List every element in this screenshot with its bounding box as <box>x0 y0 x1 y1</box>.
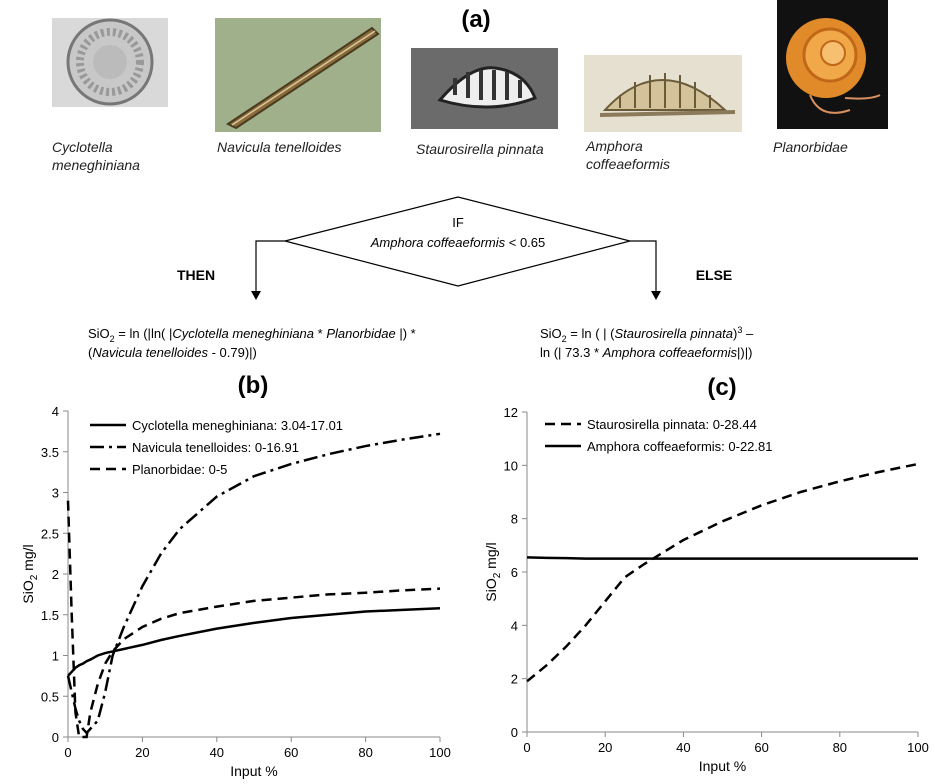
y-axis-label-part: SiO <box>20 580 36 603</box>
then-formula: (Navicula tenelloides - 0.79)|) <box>88 345 257 360</box>
x-tick-label: 40 <box>676 740 690 755</box>
legend-label: Amphora coffeaeformis: 0-22.81 <box>587 439 772 454</box>
species-caption: Navicula tenelloides <box>217 138 387 156</box>
figure-canvas: (a) IF Amphora coffeaeformis < 0.65 THEN <box>0 0 935 784</box>
y-axis-label-part: SiO <box>483 578 499 601</box>
series-line <box>527 557 918 558</box>
chart-title: (c) <box>707 374 736 401</box>
x-axis-label: Input % <box>230 763 277 779</box>
photo-planorbidae <box>777 0 888 129</box>
photo-navicula <box>215 18 381 132</box>
figure: (a) IF Amphora coffeaeformis < 0.65 THEN <box>0 0 935 784</box>
y-tick-label: 1 <box>52 649 59 664</box>
x-tick-label: 60 <box>754 740 768 755</box>
series-line <box>68 434 440 733</box>
y-tick-label: 0.5 <box>41 689 59 704</box>
y-tick-label: 4 <box>511 618 518 633</box>
else-label: ELSE <box>696 267 733 283</box>
x-axis-label: Input % <box>699 758 746 774</box>
photo-staurosirella <box>411 48 558 129</box>
species-caption: Staurosirella pinnata <box>416 140 566 158</box>
y-tick-label: 12 <box>504 405 518 420</box>
chart-title: (b) <box>238 372 269 399</box>
x-tick-label: 80 <box>833 740 847 755</box>
else-formula: ln (| 73.3 * Amphora coffeaeformis|)|) <box>540 345 752 360</box>
photo-cyclotella <box>52 18 168 107</box>
y-axis-label-part: mg/l <box>20 544 36 574</box>
y-tick-label: 2.5 <box>41 526 59 541</box>
y-tick-label: 10 <box>504 458 518 473</box>
y-tick-label: 6 <box>511 565 518 580</box>
y-tick-label: 2 <box>511 672 518 687</box>
y-tick-label: 0 <box>511 725 518 740</box>
photo-amphora <box>584 55 742 132</box>
x-tick-label: 20 <box>135 745 149 760</box>
x-tick-label: 80 <box>358 745 372 760</box>
panel-label: (a) <box>461 6 490 33</box>
x-tick-label: 0 <box>64 745 71 760</box>
y-axis-label: SiO2 mg/l <box>483 542 503 601</box>
y-axis-label-part: mg/l <box>483 542 499 572</box>
series-line <box>68 608 440 676</box>
condition: Amphora coffeaeformis < 0.65 <box>370 235 546 250</box>
x-tick-label: 20 <box>598 740 612 755</box>
x-tick-label: 100 <box>907 740 929 755</box>
y-tick-label: 0 <box>52 730 59 745</box>
x-tick-label: 100 <box>429 745 451 760</box>
species-caption: Amphora coffeaeformis <box>586 137 696 173</box>
series-line <box>527 464 918 681</box>
then-label: THEN <box>177 267 215 283</box>
y-tick-label: 3.5 <box>41 445 59 460</box>
x-tick-label: 60 <box>284 745 298 760</box>
y-tick-label: 8 <box>511 512 518 527</box>
if-label: IF <box>452 215 464 230</box>
legend-label: Staurosirella pinnata: 0-28.44 <box>587 417 757 432</box>
legend-label: Cyclotella meneghiniana: 3.04-17.01 <box>132 418 343 433</box>
then-formula: SiO2 = ln (|ln( |Cyclotella meneghiniana… <box>88 326 416 344</box>
y-tick-label: 3 <box>52 486 59 501</box>
x-tick-label: 40 <box>210 745 224 760</box>
y-axis-label: SiO2 mg/l <box>20 544 40 603</box>
x-tick-label: 0 <box>523 740 530 755</box>
legend-label: Navicula tenelloides: 0-16.91 <box>132 440 299 455</box>
species-caption: Cyclotella meneghiniana <box>52 138 152 174</box>
y-tick-label: 1.5 <box>41 608 59 623</box>
series-line <box>68 501 440 737</box>
species-caption: Planorbidae <box>773 138 883 156</box>
legend-label: Planorbidae: 0-5 <box>132 462 227 477</box>
y-tick-label: 4 <box>52 404 59 419</box>
y-tick-label: 2 <box>52 567 59 582</box>
else-formula: SiO2 = ln ( | (Staurosirella pinnata)3 – <box>540 325 754 344</box>
